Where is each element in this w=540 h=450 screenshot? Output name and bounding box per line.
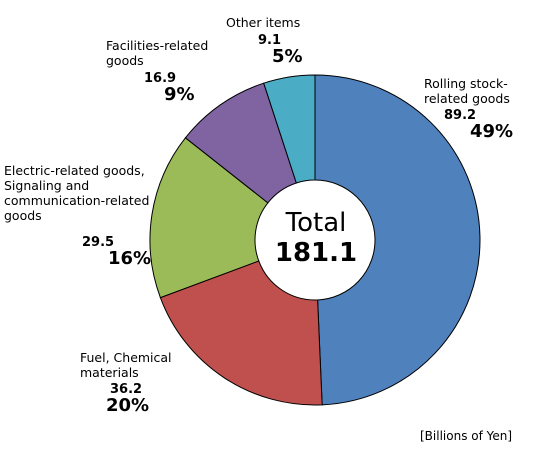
slice-value: 9.1 [258,33,282,48]
slice-name: Electric-related goods, Signaling and co… [4,163,150,223]
slice-name: Fuel, Chemical materials [80,350,172,380]
slice-percent: 49% [470,121,514,142]
slice-percent: 9% [164,84,195,105]
slice-percent: 16% [108,248,152,269]
donut-slice-4 [263,74,316,184]
total-value: 181.1 [274,238,358,268]
chart-center-label: Total 181.1 [256,208,376,268]
slice-percent: 5% [272,46,303,67]
slice-value: 89.2 [444,108,477,123]
slice-value: 16.9 [144,71,177,86]
donut-slice-2 [149,137,269,299]
label-electric-signaling: Electric-related goods, Signaling and co… [4,163,152,269]
slice-value: 29.5 [82,235,115,250]
slice-name: Facilities-related goods [106,38,209,68]
label-rolling-stock: Rolling stock- related goods 89.2 49% [424,76,514,142]
total-label: Total [285,208,347,238]
units-note: [Billions of Yen] [420,429,513,443]
label-fuel-chemical: Fuel, Chemical materials 36.2 20% [80,350,172,416]
slice-percent: 20% [106,395,150,416]
label-facilities: Facilities-related goods 16.9 9% [106,38,209,105]
donut-slice-1 [159,260,323,406]
slice-name: Rolling stock- related goods [424,76,510,106]
slice-name: Other items [226,15,301,30]
label-other-items: Other items 9.1 5% [226,15,303,67]
slice-value: 36.2 [110,382,143,397]
donut-slice-0 [314,74,481,406]
